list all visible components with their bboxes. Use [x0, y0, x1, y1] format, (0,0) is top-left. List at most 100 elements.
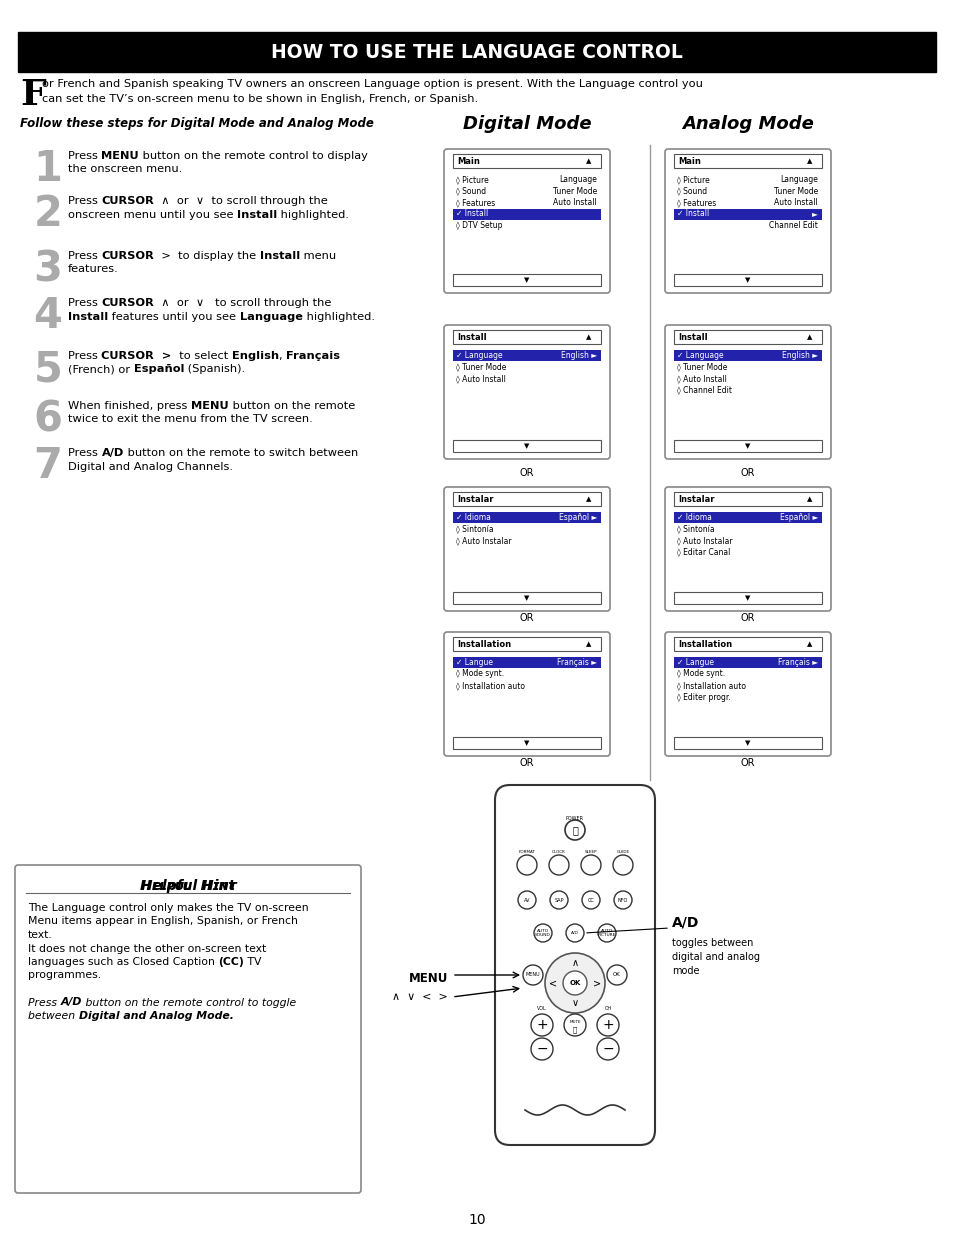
Text: toggles between: toggles between: [671, 939, 753, 948]
Text: Installation: Installation: [456, 640, 511, 650]
Circle shape: [580, 855, 600, 876]
FancyBboxPatch shape: [495, 785, 655, 1145]
Text: TV: TV: [244, 957, 261, 967]
Text: CURSOR: CURSOR: [101, 196, 154, 206]
Text: features until you see: features until you see: [108, 311, 239, 321]
Text: Auto Install: Auto Install: [774, 198, 817, 207]
Circle shape: [531, 1014, 553, 1036]
Text: ▲: ▲: [586, 335, 591, 341]
Text: 10: 10: [468, 1213, 485, 1228]
Text: Español ►: Español ►: [779, 513, 817, 522]
Text: menu: menu: [300, 251, 336, 261]
Text: ✓ Install: ✓ Install: [456, 210, 488, 219]
Text: SAP: SAP: [554, 898, 563, 903]
Text: ⏻: ⏻: [572, 825, 578, 835]
FancyBboxPatch shape: [443, 632, 609, 756]
Text: ◊ Tuner Mode: ◊ Tuner Mode: [456, 363, 506, 372]
Bar: [673, 209, 821, 220]
Bar: [453, 350, 600, 361]
Bar: [453, 737, 600, 748]
Text: Language: Language: [239, 311, 302, 321]
Text: Instalar: Instalar: [678, 495, 714, 504]
Text: to select: to select: [172, 351, 232, 361]
Text: ◊ Features: ◊ Features: [677, 198, 716, 207]
Text: FORMAT: FORMAT: [518, 850, 535, 853]
Text: OK: OK: [613, 972, 620, 977]
Text: MUTE: MUTE: [569, 1020, 580, 1024]
Circle shape: [565, 924, 583, 942]
Text: English ►: English ►: [560, 351, 597, 359]
Text: OR: OR: [519, 613, 534, 622]
Text: ◊ Picture: ◊ Picture: [456, 175, 488, 184]
Text: +: +: [536, 1018, 547, 1032]
Text: digital and analog: digital and analog: [671, 952, 760, 962]
Text: MENU: MENU: [525, 972, 539, 977]
Text: ◊ Installation auto: ◊ Installation auto: [456, 680, 524, 690]
Text: ✓ Language: ✓ Language: [456, 351, 502, 359]
Text: ◊ Auto Install: ◊ Auto Install: [456, 374, 505, 383]
Text: onscreen menu until you see: onscreen menu until you see: [68, 210, 237, 220]
Text: Digital and Analog Mode.: Digital and Analog Mode.: [78, 1011, 233, 1021]
Text: When finished, press: When finished, press: [68, 401, 191, 411]
Text: Install: Install: [68, 311, 108, 321]
Text: English ►: English ►: [781, 351, 817, 359]
Bar: [673, 154, 821, 168]
Circle shape: [517, 890, 536, 909]
Text: the onscreen menu.: the onscreen menu.: [68, 164, 182, 174]
Text: NFO: NFO: [618, 898, 627, 903]
Text: POWER: POWER: [565, 815, 583, 820]
Text: 2: 2: [33, 193, 62, 235]
Text: Channel Edit: Channel Edit: [768, 221, 817, 230]
Circle shape: [544, 953, 604, 1013]
Text: ▲: ▲: [586, 496, 591, 503]
Text: OR: OR: [740, 613, 755, 622]
Text: Main: Main: [678, 157, 700, 165]
Text: ▼: ▼: [744, 740, 750, 746]
Text: AUTO
SOUND: AUTO SOUND: [535, 929, 550, 937]
Circle shape: [550, 890, 567, 909]
Text: Français ►: Français ►: [777, 658, 817, 667]
Text: MENU: MENU: [101, 151, 139, 161]
Text: (CC): (CC): [218, 957, 244, 967]
FancyBboxPatch shape: [664, 632, 830, 756]
FancyBboxPatch shape: [664, 487, 830, 611]
Text: SLEEP: SLEEP: [584, 850, 597, 853]
Text: ◊ Installation auto: ◊ Installation auto: [677, 680, 745, 690]
Text: text.: text.: [28, 930, 52, 940]
Text: can set the TV’s on-screen menu to be shown in English, French, or Spanish.: can set the TV’s on-screen menu to be sh…: [42, 94, 477, 104]
Text: ▼: ▼: [744, 595, 750, 601]
Text: ◊ Auto Install: ◊ Auto Install: [677, 374, 726, 383]
Bar: [453, 492, 600, 506]
Text: ◊ Editer progr.: ◊ Editer progr.: [677, 693, 730, 701]
Text: +: +: [601, 1018, 613, 1032]
Text: ◊ Mode synt.: ◊ Mode synt.: [677, 669, 724, 678]
Text: Press: Press: [68, 448, 101, 458]
Text: Install: Install: [237, 210, 277, 220]
Text: ▼: ▼: [524, 595, 529, 601]
Text: Tuner Mode: Tuner Mode: [773, 186, 817, 195]
Text: ▼: ▼: [524, 277, 529, 283]
Text: Français ►: Français ►: [557, 658, 597, 667]
Text: Language: Language: [780, 175, 817, 184]
Text: HOW TO USE THE LANGUAGE CONTROL: HOW TO USE THE LANGUAGE CONTROL: [271, 42, 682, 62]
Text: ◊ Mode synt.: ◊ Mode synt.: [456, 669, 503, 678]
Text: languages such as Closed Caption: languages such as Closed Caption: [28, 957, 218, 967]
Text: CH: CH: [604, 1007, 611, 1011]
Text: −: −: [536, 1042, 547, 1056]
Text: highlighted.: highlighted.: [277, 210, 349, 220]
Text: Tuner Mode: Tuner Mode: [552, 186, 597, 195]
Circle shape: [597, 1037, 618, 1060]
Text: Helpful Hint: Helpful Hint: [141, 879, 234, 893]
Text: ◊ Auto Instalar: ◊ Auto Instalar: [456, 536, 511, 545]
Text: ◊ Sintonía: ◊ Sintonía: [456, 525, 493, 534]
Text: ∧  or  ∨   to scroll through the: ∧ or ∨ to scroll through the: [154, 298, 332, 308]
Text: or French and Spanish speaking TV owners an onscreen Language option is present.: or French and Spanish speaking TV owners…: [42, 79, 702, 89]
Text: CLOCK: CLOCK: [552, 850, 565, 853]
Text: ▼: ▼: [524, 443, 529, 450]
Text: ▲: ▲: [586, 158, 591, 164]
Text: AUTO
PICTURE: AUTO PICTURE: [598, 929, 616, 937]
Text: English: English: [232, 351, 278, 361]
Circle shape: [597, 1014, 618, 1036]
Bar: [453, 637, 600, 651]
Text: ∧: ∧: [571, 958, 578, 968]
